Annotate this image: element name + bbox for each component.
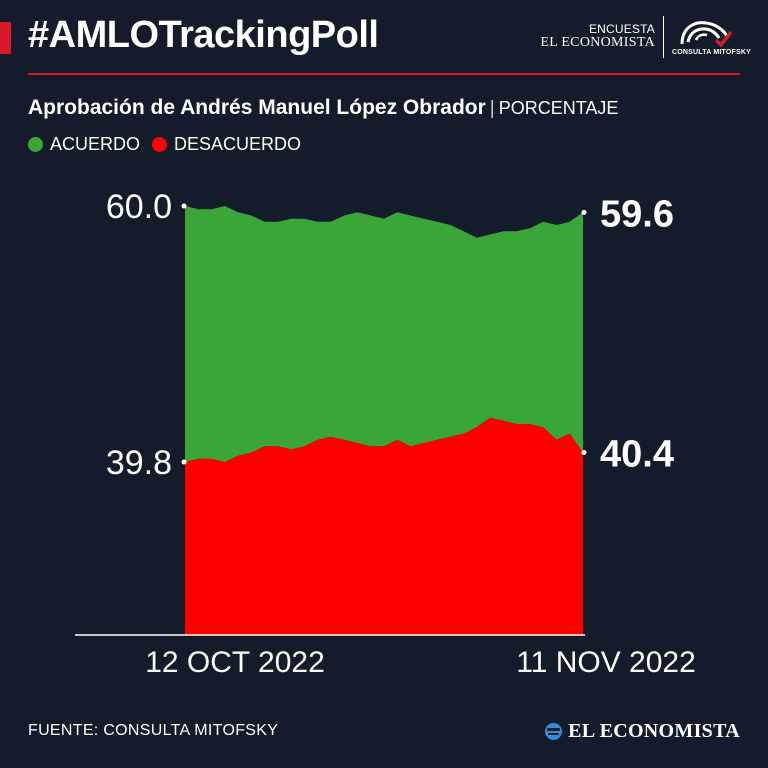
legend-dot-acuerdo bbox=[28, 137, 43, 152]
y-tick-bottom-label: 39.8 bbox=[106, 444, 172, 482]
end-dot-acuerdo bbox=[581, 209, 587, 215]
brand-divider bbox=[663, 16, 664, 58]
area-acuerdo bbox=[185, 206, 583, 462]
x-label-end: 11 NOV 2022 bbox=[516, 646, 696, 679]
source-note: FUENTE: CONSULTA MITOFSKY bbox=[28, 722, 279, 739]
mitofsky-label: CONSULTA MITOFSKY bbox=[672, 49, 751, 56]
globe-icon bbox=[545, 723, 563, 740]
brand-text: ENCUESTA EL ECONOMISTA bbox=[540, 23, 655, 50]
legend-label-desacuerdo: DESACUERDO bbox=[174, 134, 302, 154]
brand-encuesta: ENCUESTA bbox=[588, 22, 655, 37]
legend-item-acuerdo: ACUERDO bbox=[28, 134, 140, 155]
subtitle-unit: PORCENTAJE bbox=[498, 98, 619, 118]
legend-dot-desacuerdo bbox=[152, 137, 168, 152]
tick-layer: 60.0 39.8 bbox=[106, 188, 587, 482]
legend-item-desacuerdo: DESACUERDO bbox=[152, 134, 301, 155]
end-label-acuerdo: 59.6 bbox=[600, 193, 674, 235]
footer-logo: EL ECONOMISTA bbox=[545, 720, 740, 743]
subtitle-separator: | bbox=[489, 98, 495, 119]
end-dot-desacuerdo bbox=[581, 449, 587, 455]
header-rule bbox=[28, 73, 740, 75]
subtitle-main: Aprobación de Andrés Manuel López Obrado… bbox=[28, 96, 486, 119]
footer-logo-text: EL ECONOMISTA bbox=[568, 720, 740, 742]
legend: ACUERDO DESACUERDO bbox=[28, 134, 313, 155]
brand-block: ENCUESTA EL ECONOMISTA CONSULTA MITOFSKY bbox=[540, 14, 751, 60]
end-label-desacuerdo: 40.4 bbox=[600, 433, 674, 475]
mitofsky-logo: CONSULTA MITOFSKY bbox=[672, 18, 751, 56]
header-accent-bar bbox=[0, 22, 11, 54]
chart-subtitle: Aprobación de Andrés Manuel López Obrado… bbox=[28, 96, 618, 120]
area-desacuerdo bbox=[185, 417, 583, 635]
x-label-start: 12 OCT 2022 bbox=[145, 646, 325, 679]
y-tick-top-dot bbox=[181, 203, 187, 209]
legend-label-acuerdo: ACUERDO bbox=[50, 134, 141, 154]
mitofsky-seal-icon bbox=[680, 21, 733, 48]
hashtag-title: #AMLOTrackingPoll bbox=[28, 14, 379, 56]
y-tick-top-label: 60.0 bbox=[106, 188, 172, 226]
brand-el-economista: EL ECONOMISTA bbox=[540, 34, 655, 50]
y-tick-bottom-dot bbox=[181, 459, 187, 465]
